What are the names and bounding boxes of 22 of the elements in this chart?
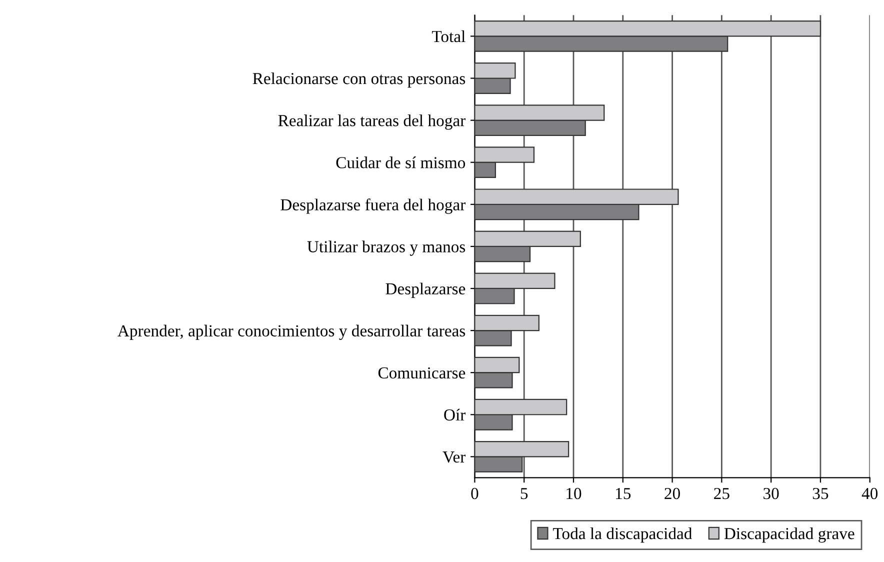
y-tick-label: Utilizar brazos y manos: [307, 240, 466, 256]
x-tick-label: 30: [764, 488, 779, 500]
x-tick-label: 10: [566, 488, 582, 500]
x-tick-label: 15: [616, 488, 631, 500]
x-tick-label: 5: [520, 488, 528, 500]
y-tick-label: Relacionarse con otras personas: [252, 72, 466, 88]
y-tick-label: Total: [432, 30, 466, 42]
legend-label: Toda la discapacidad: [553, 527, 692, 543]
x-tick-label: 35: [812, 488, 828, 500]
y-tick-label: Comunicarse: [378, 367, 466, 379]
y-tick-label: Desplazarse fuera del hogar: [280, 198, 466, 214]
y-tick-label: Aprender, aplicar conocimientos y desarrollar tareas: [118, 324, 466, 340]
y-tick-label: Cuidar de sí mismo: [336, 156, 466, 168]
legend-label: Discapacidad grave: [724, 527, 854, 543]
x-tick-label: 40: [862, 488, 878, 500]
y-tick-label: Realizar las tareas del hogar: [278, 114, 466, 130]
x-tick-label: 0: [471, 488, 478, 500]
y-tick-label: Ver: [442, 452, 466, 463]
y-tick-label: Oír: [444, 408, 466, 421]
x-tick-label: 25: [714, 488, 730, 500]
y-tick-label: Desplazarse: [386, 282, 466, 298]
x-tick-label: 20: [664, 488, 680, 500]
